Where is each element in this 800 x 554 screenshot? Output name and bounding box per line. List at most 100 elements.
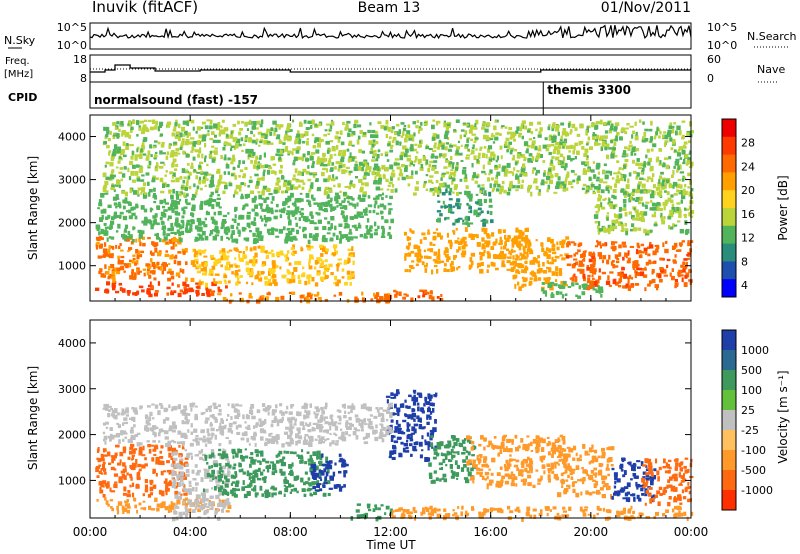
data-cell <box>170 270 174 275</box>
data-cell <box>452 205 456 208</box>
data-cell <box>171 133 175 137</box>
data-cell <box>516 255 520 259</box>
data-cell <box>445 127 449 130</box>
data-cell <box>204 456 208 461</box>
data-cell <box>514 283 517 289</box>
data-cell <box>466 123 469 127</box>
data-cell <box>274 187 279 190</box>
data-cell <box>690 188 694 192</box>
data-cell <box>542 290 547 294</box>
data-cell <box>672 141 676 145</box>
data-cell <box>138 285 144 289</box>
data-cell <box>613 126 618 130</box>
data-cell <box>187 132 191 137</box>
data-cell <box>439 213 443 217</box>
data-cell <box>500 246 503 250</box>
data-cell <box>462 167 467 170</box>
data-cell <box>494 254 499 259</box>
data-cell <box>111 456 116 461</box>
data-cell <box>570 186 574 189</box>
data-cell <box>504 141 508 146</box>
data-cell <box>163 236 168 241</box>
data-cell <box>623 150 627 153</box>
data-cell <box>227 171 231 175</box>
data-cell <box>172 188 175 194</box>
data-cell <box>211 158 216 163</box>
data-cell <box>348 128 352 133</box>
data-cell <box>211 174 215 179</box>
colorbar-segment <box>722 279 736 298</box>
data-cell <box>162 205 166 209</box>
data-cell <box>204 184 207 187</box>
data-cell <box>312 197 316 201</box>
data-cell <box>425 159 429 165</box>
data-cell <box>553 149 556 152</box>
data-cell <box>261 493 265 497</box>
data-cell <box>117 501 123 506</box>
data-cell <box>104 164 107 168</box>
data-cell <box>472 172 476 176</box>
data-cell <box>683 282 688 287</box>
data-cell <box>307 487 310 492</box>
data-cell <box>282 142 286 145</box>
data-cell <box>491 177 494 181</box>
data-cell <box>242 480 245 486</box>
data-cell <box>255 138 259 142</box>
data-cell <box>596 162 601 168</box>
data-cell <box>119 287 123 291</box>
data-cell <box>284 258 288 262</box>
data-cell <box>514 149 518 152</box>
data-cell <box>413 132 416 136</box>
data-cell <box>246 128 249 131</box>
data-cell <box>507 144 511 148</box>
data-cell <box>294 261 298 265</box>
data-cell <box>328 188 333 193</box>
data-cell <box>188 484 192 487</box>
data-cell <box>288 236 294 242</box>
data-cell <box>184 187 189 191</box>
data-cell <box>537 255 540 259</box>
data-cell <box>645 138 649 142</box>
data-cell <box>686 229 690 233</box>
data-cell <box>659 257 664 261</box>
data-cell <box>96 229 100 231</box>
data-cell <box>591 256 595 259</box>
data-cell <box>148 189 153 193</box>
data-cell <box>243 237 248 241</box>
data-cell <box>163 480 168 484</box>
data-cell <box>598 275 602 280</box>
data-cell <box>117 203 122 207</box>
colorbar-segment <box>722 136 736 156</box>
data-cell <box>526 238 529 243</box>
data-cell <box>367 129 371 133</box>
data-cell <box>394 293 398 298</box>
data-cell <box>436 146 441 150</box>
data-cell <box>255 155 258 160</box>
data-cell <box>479 148 482 151</box>
data-cell <box>190 150 194 153</box>
data-cell <box>236 222 240 226</box>
data-cell <box>166 292 170 296</box>
data-cell <box>525 150 529 154</box>
data-cell <box>242 204 246 209</box>
data-cell <box>179 192 182 197</box>
data-cell <box>252 475 256 480</box>
data-cell <box>627 285 632 288</box>
data-cell <box>217 194 220 197</box>
data-cell <box>369 225 373 229</box>
data-cell <box>682 188 686 191</box>
data-cell <box>530 191 533 197</box>
data-cell <box>564 180 568 183</box>
data-cell <box>227 142 231 145</box>
data-cell <box>689 240 694 243</box>
data-cell <box>405 133 409 137</box>
data-cell <box>476 158 479 163</box>
data-cell <box>361 166 364 172</box>
data-cell <box>512 260 517 264</box>
data-cell <box>312 451 317 456</box>
data-cell <box>305 170 310 175</box>
data-cell <box>387 126 392 132</box>
data-cell <box>647 253 651 257</box>
data-cell <box>481 237 485 242</box>
data-cell <box>160 221 165 225</box>
